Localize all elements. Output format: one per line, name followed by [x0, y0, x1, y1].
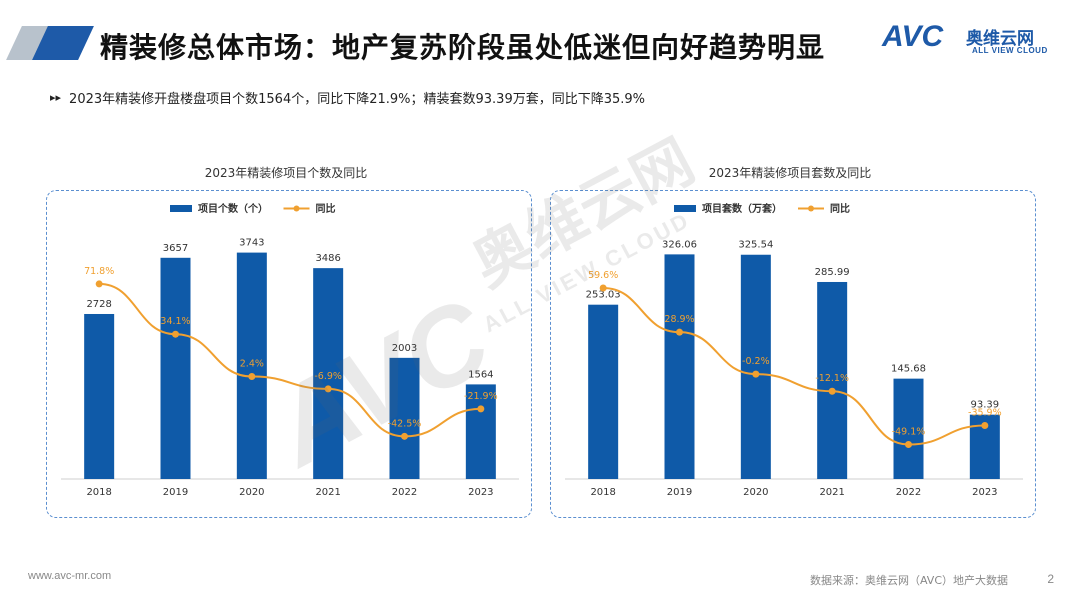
- line-label: -49.1%: [892, 427, 926, 438]
- line-point: [828, 387, 836, 395]
- x-tick-label: 2021: [819, 487, 844, 498]
- line-label: 59.6%: [588, 270, 618, 281]
- chart-title-right: 2023年精装修项目套数及同比: [708, 166, 872, 180]
- x-tick-label: 2022: [392, 487, 417, 498]
- line-point: [981, 421, 989, 429]
- page-title: 精装修总体市场：地产复苏阶段虽处低迷但向好趋势明显: [100, 31, 826, 64]
- summary: ▸▸ 2023年精装修开盘楼盘项目个数1564个，同比下降21.9%；精装套数9…: [50, 88, 645, 107]
- line-point: [401, 432, 408, 440]
- chart-project-count: 项目个数（个） 同比 2728 2018 3657 2019 3743 2020 3486 202…: [46, 190, 532, 518]
- bar: [465, 384, 496, 479]
- line-label: -0.2%: [742, 356, 770, 367]
- x-tick-label: 2023: [468, 487, 493, 498]
- line-point: [324, 385, 332, 393]
- line-point: [599, 284, 607, 292]
- bar-label: 93.39: [971, 400, 1000, 411]
- bar-label: 285.99: [815, 267, 850, 278]
- bar-label: 145.68: [891, 364, 926, 375]
- x-tick-label: 2018: [86, 487, 111, 498]
- bar-label: 3486: [315, 253, 340, 264]
- chart-legend: 项目个数（个） 同比: [170, 202, 336, 215]
- line-label: -12.1%: [815, 373, 849, 384]
- line-label: -42.5%: [388, 418, 422, 429]
- avc-logo: AVC 奥维云网 ALL VIEW CLOUD: [882, 20, 1052, 62]
- line-point: [752, 370, 760, 378]
- x-tick-label: 2019: [667, 487, 692, 498]
- line-label: -35.9%: [968, 407, 1002, 418]
- line-label: 28.9%: [664, 314, 694, 325]
- chart-svg: 项目个数（个） 同比 2728 2018 3657 2019 3743 2020 3486 202…: [61, 202, 519, 498]
- legend-line-label: 同比: [830, 202, 850, 215]
- bar: [236, 252, 267, 479]
- legend-bar-label: 项目套数（万套）: [702, 202, 782, 215]
- line-label: 71.8%: [84, 266, 114, 277]
- legend-bar-swatch: [170, 205, 192, 212]
- chart-title-left: 2023年精装修项目个数及同比: [204, 166, 368, 180]
- chart-unit-count: 项目套数（万套） 同比 253.03 2018 326.06 2019 325.54 2020…: [550, 190, 1036, 518]
- bar-label: 253.03: [586, 290, 621, 301]
- legend-bar-swatch: [674, 205, 696, 212]
- logo-brand-en: ALL VIEW CLOUD: [972, 46, 1048, 55]
- x-tick-label: 2021: [315, 487, 340, 498]
- double-arrow-icon: ▸▸: [50, 91, 62, 104]
- footer-url[interactable]: www.avc-mr.com: [28, 570, 112, 582]
- bar-label: 325.54: [738, 240, 773, 251]
- legend-bar-label: 项目个数（个）: [198, 202, 268, 215]
- bar: [893, 378, 924, 479]
- footer-source: 数据来源：奥维云网（AVC）地产大数据: [809, 574, 1008, 587]
- chart-legend: 项目套数（万套） 同比: [674, 202, 850, 215]
- bar-label: 1564: [468, 369, 493, 380]
- line-label: -21.9%: [464, 391, 498, 402]
- bar-label: 3743: [239, 238, 264, 249]
- x-tick-label: 2020: [743, 487, 768, 498]
- chart-svg: 项目套数（万套） 同比 253.03 2018 326.06 2019 325.54 2020…: [565, 202, 1023, 498]
- bar-label: 2003: [392, 343, 417, 354]
- series-line: [603, 286, 985, 446]
- bar: [389, 357, 420, 479]
- x-tick-label: 2019: [163, 487, 188, 498]
- bar: [313, 268, 344, 479]
- bar: [84, 313, 115, 479]
- line-point: [248, 372, 256, 380]
- x-tick-label: 2022: [896, 487, 921, 498]
- line-label: 34.1%: [160, 316, 190, 327]
- line-point: [477, 405, 485, 413]
- series-line: [99, 282, 481, 438]
- bar: [817, 281, 848, 479]
- line-point: [95, 280, 103, 288]
- logo-brand-cn: 奥维云网: [966, 29, 1034, 49]
- legend-line-marker: [808, 205, 814, 212]
- x-tick-label: 2018: [590, 487, 615, 498]
- bar-label: 3657: [163, 243, 188, 254]
- page-number: 2: [1047, 572, 1054, 586]
- line-point: [905, 441, 912, 449]
- line-point: [172, 330, 179, 338]
- bar: [588, 304, 619, 479]
- legend-line-label: 同比: [316, 202, 336, 215]
- title-bar: 精装修总体市场：地产复苏阶段虽处低迷但向好趋势明显: [0, 18, 1080, 68]
- line-label: -6.9%: [314, 371, 342, 382]
- legend-line-marker: [293, 205, 300, 212]
- bar-label: 326.06: [662, 239, 697, 250]
- x-tick-label: 2020: [239, 487, 264, 498]
- logo-brand: AVC: [882, 20, 944, 53]
- line-label: 2.4%: [240, 358, 264, 369]
- bar: [664, 254, 695, 479]
- bar: [160, 257, 191, 479]
- bar-label: 2728: [86, 299, 111, 310]
- line-point: [676, 328, 683, 336]
- summary-text: 2023年精装修开盘楼盘项目个数1564个，同比下降21.9%；精装套数93.3…: [69, 92, 646, 107]
- bar: [740, 254, 771, 479]
- x-tick-label: 2023: [972, 487, 997, 498]
